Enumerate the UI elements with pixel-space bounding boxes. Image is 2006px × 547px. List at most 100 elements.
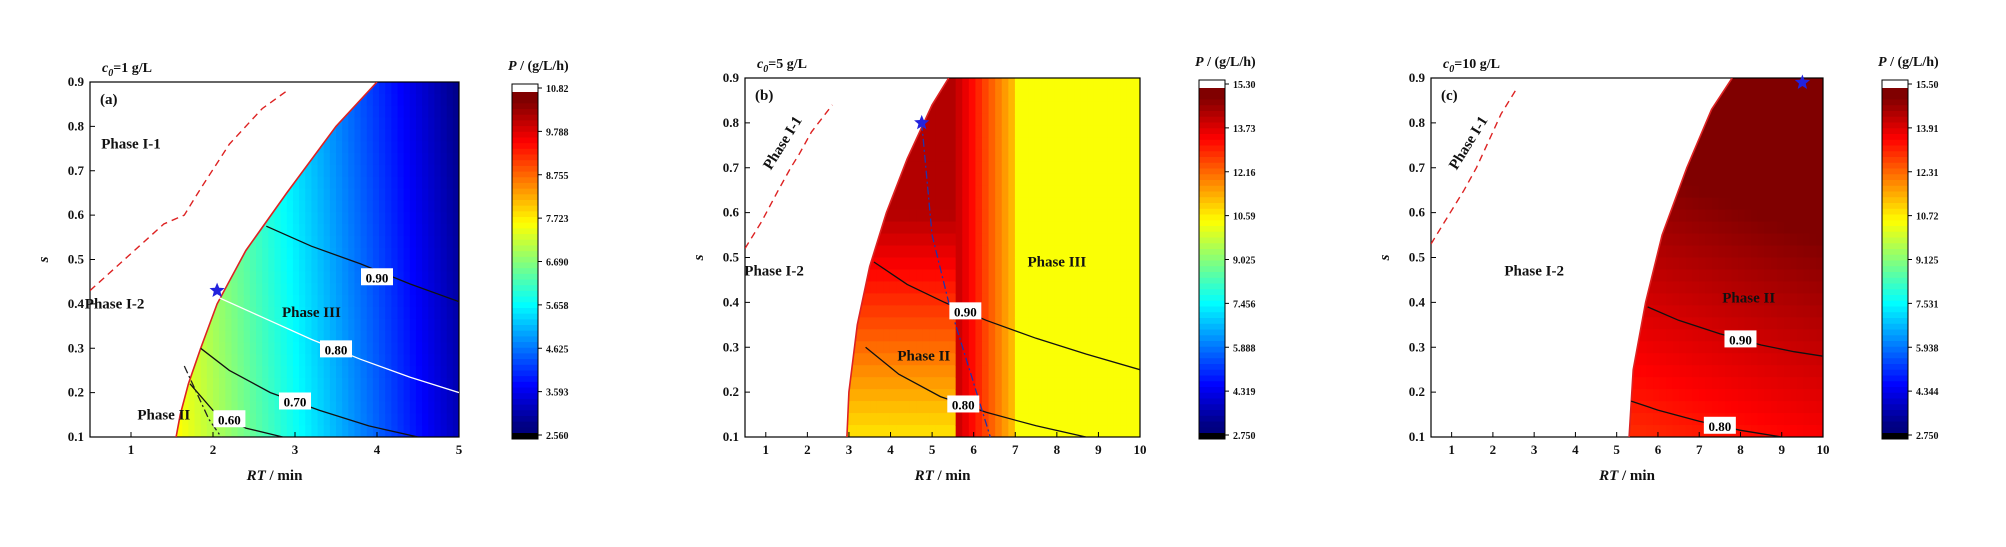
phase-boundary-dashed [1431,87,1518,244]
region-label: Phase I-1 [1446,114,1491,173]
y-tick-label: 0.2 [723,384,739,399]
y-tick-label: 0.5 [68,252,85,267]
x-tick-label: 2 [1490,442,1497,457]
colorbar-tick-label: 9.788 [546,127,569,138]
colorbar-tick-label: 13.91 [1916,124,1939,135]
contour-label: 0.90 [949,302,981,319]
colorbar-tick-label: 9.125 [1916,256,1939,267]
x-tick-label: 2 [210,442,217,457]
svg-text:0.90: 0.90 [954,304,977,319]
region-label: Phase III [282,305,341,321]
x-tick-label: 8 [1054,442,1061,457]
svg-text:0.60: 0.60 [218,412,241,427]
colorbar-tick-label: 2.750 [1916,431,1939,442]
region-label: Phase III [1027,254,1086,270]
contour-label: 0.90 [361,268,393,285]
y-tick-label: 0.9 [723,70,740,85]
colorbar-tick-label: 15.30 [1233,80,1256,91]
svg-text:0.80: 0.80 [325,342,348,357]
colorbar-tick-label: 10.72 [1916,212,1939,223]
x-tick-label: 3 [846,442,853,457]
x-tick-label: 4 [887,442,894,457]
region-label: Phase II [137,407,190,423]
colorbar-tick-label: 7.723 [546,214,569,225]
y-tick-label: 0.1 [1409,429,1425,444]
colorbar-tick-label: 13.73 [1233,124,1256,135]
contour-label: 0.90 [1724,330,1756,347]
x-axis-label: RT / min [914,468,972,484]
x-tick-label: 3 [292,442,299,457]
x-tick-label: 3 [1531,442,1538,457]
region-label: Phase I-1 [101,137,161,153]
y-tick-label: 0.1 [723,429,739,444]
x-tick-label: 6 [970,442,977,457]
contour-label: 0.80 [1704,417,1736,434]
heatmap [90,82,460,438]
panel-label: (b) [755,88,773,104]
colorbar-tick-label: 5.658 [546,301,569,312]
svg-text:0.70: 0.70 [284,395,307,410]
y-tick-label: 0.6 [723,205,740,220]
colorbar-title: P / (g/L/h) [1878,55,1939,70]
y-axis-label: s [691,254,707,261]
x-tick-label: 7 [1696,442,1703,457]
y-axis-label: s [36,256,52,263]
x-tick-label: 10 [1817,442,1830,457]
contour-label: 0.70 [279,393,311,410]
colorbar-title: P / (g/L/h) [508,59,569,74]
contour-label: 0.80 [947,395,979,412]
colorbar-tick-label: 7.531 [1916,299,1939,310]
y-tick-label: 0.7 [723,160,740,175]
colorbar-tick-label: 15.50 [1916,80,1939,91]
colorbar-tick-label: 2.560 [546,431,569,442]
x-tick-label: 1 [128,442,135,457]
y-tick-label: 0.9 [1409,70,1426,85]
region-label: Phase II [897,349,950,365]
colorbar-tick-label: 4.319 [1233,387,1256,398]
svg-text:0.80: 0.80 [952,397,975,412]
colorbar-tick-label: 10.82 [546,84,569,95]
x-tick-label: 6 [1655,442,1662,457]
y-tick-label: 0.6 [1409,205,1426,220]
condition-label: c0=1 g/L [102,61,152,79]
condition-label: c0=5 g/L [757,57,807,75]
x-tick-label: 5 [929,442,936,457]
x-axis-label: RT / min [246,468,304,484]
y-tick-label: 0.8 [723,115,740,130]
colorbar-title: P / (g/L/h) [1195,55,1256,70]
y-tick-label: 0.2 [68,385,84,400]
y-tick-label: 0.3 [1409,339,1426,354]
y-tick-label: 0.3 [68,340,85,355]
x-tick-label: 8 [1737,442,1744,457]
x-tick-label: 2 [804,442,811,457]
x-tick-label: 1 [1448,442,1455,457]
colorbar-tick-label: 2.750 [1233,431,1256,442]
colorbar-tick-label: 9.025 [1233,256,1256,267]
colorbar-tick-label: 8.755 [546,171,569,182]
colorbar-tick-label: 6.690 [546,258,569,269]
y-tick-label: 0.8 [68,118,85,133]
panel-label: (c) [1441,88,1458,104]
colorbar: 15.5013.9112.3110.729.1257.5315.9384.344… [1878,55,1939,442]
colorbar-tick-label: 7.456 [1233,299,1256,310]
y-tick-label: 0.6 [68,207,85,222]
y-tick-label: 0.9 [68,74,85,89]
x-tick-label: 4 [374,442,381,457]
x-tick-label: 9 [1095,442,1102,457]
region-label: Phase II [1722,290,1775,306]
x-tick-label: 5 [1613,442,1620,457]
region-label: Phase I-2 [744,263,804,279]
heatmap [1431,78,1824,438]
colorbar: 15.3013.7312.1610.599.0257.4565.8884.319… [1195,55,1256,442]
x-tick-label: 9 [1778,442,1785,457]
x-tick-label: 10 [1134,442,1147,457]
y-tick-label: 0.7 [68,163,85,178]
y-tick-label: 0.8 [1409,115,1426,130]
x-tick-label: 4 [1572,442,1579,457]
y-tick-label: 0.7 [1409,160,1426,175]
